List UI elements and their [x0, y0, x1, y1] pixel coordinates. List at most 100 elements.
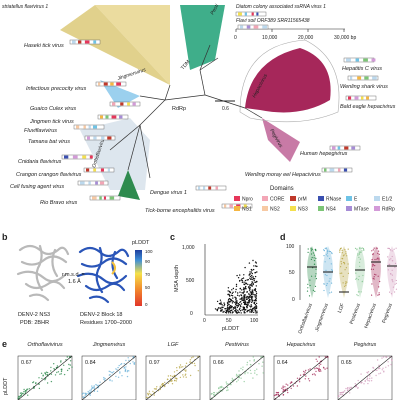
- subplot-point: [349, 386, 351, 389]
- violin-point: [323, 283, 325, 285]
- subplot-point: [345, 387, 347, 390]
- colorbar-tick-100: 100: [145, 249, 153, 254]
- violin-point: [309, 279, 311, 281]
- subplot-point: [176, 369, 178, 372]
- subplot-point: [385, 356, 387, 358]
- violin-point: [390, 273, 392, 275]
- panel-d-ytick-100: 100: [286, 244, 295, 250]
- scatter-point: [252, 268, 255, 271]
- subplot-point: [315, 370, 317, 373]
- subplot-point: [375, 374, 377, 377]
- clade-lgf-wedge-lower: [60, 5, 170, 85]
- subplot-point: [349, 392, 351, 394]
- scatter-point: [254, 261, 257, 263]
- violin-point: [310, 247, 312, 249]
- subplot-point: [68, 356, 71, 358]
- violin-point: [359, 252, 361, 254]
- subplot-point: [23, 388, 25, 391]
- bp-tick-30000: 30,000 bp: [334, 35, 356, 41]
- scatter-point: [237, 309, 239, 312]
- structure-block18-blue: [76, 246, 130, 304]
- violin-point: [372, 277, 374, 279]
- scatter-point: [240, 312, 242, 314]
- subplot-point: [242, 369, 244, 371]
- scatter-point: [244, 297, 246, 299]
- scatter-point: [241, 292, 243, 294]
- scatter-point: [250, 305, 253, 307]
- subplot-point: [363, 383, 365, 385]
- violin-point: [395, 288, 397, 290]
- panel-c-ylabel: MSA depth: [174, 265, 180, 292]
- scatter-point: [247, 279, 249, 281]
- scatter-point: [238, 308, 241, 311]
- scatter-point: [232, 297, 234, 299]
- genome-map-domain: [112, 102, 116, 106]
- scatter-point: [230, 294, 233, 296]
- subplot-point: [21, 392, 24, 395]
- subplot-point: [382, 356, 385, 358]
- genome-map-domain: [83, 125, 86, 129]
- subplot-point: [152, 390, 154, 393]
- subplot-point: [225, 381, 227, 383]
- scatter-point: [240, 294, 243, 297]
- subplot-point: [290, 387, 292, 390]
- scatter-point: [235, 288, 237, 291]
- subplot-point: [213, 394, 215, 396]
- genome-map-domain: [256, 12, 259, 16]
- violin-point: [355, 278, 357, 280]
- scatter-point: [247, 303, 249, 306]
- genome-map-domain: [88, 181, 91, 185]
- subplot-point: [145, 396, 148, 399]
- violin-point: [378, 292, 380, 294]
- violin-point: [378, 257, 380, 259]
- scatter-point: [214, 308, 217, 310]
- violin-point: [329, 251, 332, 253]
- subplot-point: [379, 367, 381, 370]
- scatter-point: [226, 305, 229, 307]
- violin-point: [360, 251, 362, 253]
- subplot-point: [179, 367, 181, 369]
- violin-point: [356, 277, 358, 279]
- label-infectious-precocity: Infectious precocity virus: [26, 86, 86, 92]
- subplot-point: [53, 368, 55, 370]
- legend-swatch-e12: [374, 196, 380, 201]
- violin-point: [345, 267, 347, 269]
- subplot-point: [227, 383, 229, 385]
- violin-point: [309, 284, 311, 287]
- subplot-point: [133, 362, 136, 364]
- scatter-point: [243, 288, 246, 290]
- scatter-point: [242, 292, 244, 294]
- subplot-point: [282, 390, 285, 392]
- violin-point: [358, 275, 360, 277]
- subplot-point: [369, 377, 371, 380]
- scatter-point: [231, 305, 233, 307]
- subplot-point: [287, 391, 289, 394]
- scatter-point: [237, 292, 239, 294]
- scatter-point: [250, 296, 253, 299]
- subplot-point: [126, 371, 128, 373]
- scatter-point: [244, 287, 247, 289]
- subplot-point: [339, 392, 341, 394]
- label-jingmen-tick: Jingmen tick virus: [29, 119, 74, 125]
- legend-swatch-ns3: [290, 206, 296, 211]
- violin-point: [345, 284, 347, 286]
- subplot-point: [116, 369, 118, 371]
- genome-map-domain: [348, 96, 352, 100]
- violin-point: [326, 284, 328, 286]
- subplot-diagonal: [17, 355, 73, 400]
- clade-hepaci-outline: [239, 39, 340, 123]
- subplot-point: [252, 356, 254, 358]
- violin-point: [325, 247, 327, 249]
- violin-point: [361, 247, 363, 249]
- subplot-point: [347, 389, 349, 391]
- scatter-point: [232, 307, 235, 309]
- violin-point: [356, 294, 358, 296]
- genome-map-domain: [357, 76, 362, 80]
- subplot-point: [342, 391, 344, 393]
- violin-point: [310, 253, 313, 255]
- subplot-point: [227, 389, 229, 391]
- scatter-point: [240, 305, 242, 308]
- genome-map-domain: [105, 115, 109, 119]
- subplot-diagonal: [337, 355, 393, 400]
- subplot-point: [304, 371, 306, 373]
